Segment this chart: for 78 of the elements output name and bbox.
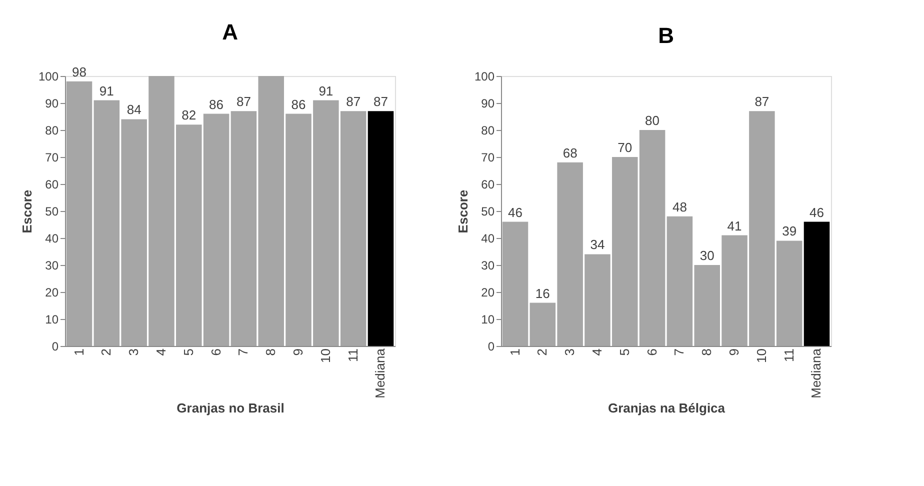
bar xyxy=(368,111,394,346)
y-tick-label: 100 xyxy=(38,70,59,84)
data-label: 68 xyxy=(562,145,578,160)
data-label: 16 xyxy=(535,286,550,301)
x-tick-label: 4 xyxy=(153,348,168,356)
x-tick-label: 1 xyxy=(71,348,86,356)
x-tick-label: 10 xyxy=(754,348,769,363)
x-tick-label: 11 xyxy=(781,348,796,362)
data-label: 87 xyxy=(346,94,361,110)
y-axis-title: Escore xyxy=(455,190,470,234)
x-tick-label: 9 xyxy=(726,348,742,356)
y-tick-label: 30 xyxy=(45,258,59,272)
data-label: 46 xyxy=(810,204,824,220)
data-label: 84 xyxy=(126,102,142,118)
y-tick-label: 90 xyxy=(45,96,59,110)
data-label: 87 xyxy=(236,94,251,110)
y-tick-label: 30 xyxy=(481,258,495,272)
y-tick-label: 100 xyxy=(474,70,495,84)
data-label: 86 xyxy=(291,96,306,112)
y-tick-label: 40 xyxy=(481,232,495,246)
bar xyxy=(66,81,92,346)
data-label: 48 xyxy=(672,199,687,214)
bar xyxy=(502,222,528,346)
y-axis-title: Escore xyxy=(19,190,34,234)
data-label: 34 xyxy=(590,237,605,252)
chart-title: A xyxy=(222,19,238,44)
x-tick-label: 6 xyxy=(208,348,224,356)
x-tick-label: 6 xyxy=(644,348,660,356)
data-label: 87 xyxy=(374,94,388,110)
data-label: 41 xyxy=(727,218,742,234)
x-tick-label: 9 xyxy=(290,348,306,356)
x-tick-label: 8 xyxy=(699,348,714,356)
y-tick-label: 70 xyxy=(45,150,59,164)
data-label: 91 xyxy=(318,83,334,98)
y-tick-label: 20 xyxy=(45,286,59,300)
y-tick-label: 80 xyxy=(45,124,59,138)
y-tick-label: 80 xyxy=(481,124,495,138)
x-axis-title: Granjas no Brasil xyxy=(176,400,284,416)
x-axis-title: Granjas na Bélgica xyxy=(608,400,726,416)
y-tick-label: 70 xyxy=(481,150,495,164)
y-tick-label: 40 xyxy=(45,232,59,246)
bar xyxy=(804,222,830,346)
data-label: 82 xyxy=(182,108,196,123)
x-tick-label: 3 xyxy=(126,348,142,356)
x-tick-label: 1 xyxy=(507,348,522,356)
data-label: 86 xyxy=(209,96,224,112)
x-tick-label: 3 xyxy=(562,348,578,356)
x-tick-label: 4 xyxy=(589,348,604,356)
y-tick-label: 50 xyxy=(481,204,495,218)
y-tick-label: 10 xyxy=(481,312,495,326)
x-tick-label: 7 xyxy=(672,348,687,356)
data-label: 80 xyxy=(645,113,660,128)
data-label: 30 xyxy=(700,248,714,263)
y-tick-label: 0 xyxy=(488,340,495,354)
y-tick-label: 90 xyxy=(481,96,495,110)
chart-title: B xyxy=(658,23,674,48)
x-tick-label: 8 xyxy=(263,348,278,356)
y-tick-label: 20 xyxy=(481,286,495,300)
x-tick-label: 2 xyxy=(534,348,550,356)
y-tick-label: 0 xyxy=(52,340,59,354)
x-tick-label: Mediana xyxy=(808,348,824,398)
x-tick-label: 2 xyxy=(98,348,114,356)
x-tick-label: 5 xyxy=(616,348,632,356)
data-label: 87 xyxy=(754,94,770,110)
data-label: 39 xyxy=(782,224,797,239)
x-tick-label: 5 xyxy=(180,348,196,356)
y-tick-label: 60 xyxy=(45,178,59,192)
x-tick-label: 10 xyxy=(318,348,333,363)
y-tick-label: 50 xyxy=(45,204,59,218)
data-label: 70 xyxy=(618,140,632,155)
x-tick-label: 7 xyxy=(236,348,251,356)
y-tick-label: 10 xyxy=(45,312,59,326)
data-label: 91 xyxy=(99,83,114,98)
x-tick-label: Mediana xyxy=(372,348,388,398)
x-tick-label: 11 xyxy=(345,348,360,362)
data-label: 46 xyxy=(508,204,522,220)
data-label: 98 xyxy=(72,64,86,80)
y-tick-label: 60 xyxy=(481,178,495,192)
